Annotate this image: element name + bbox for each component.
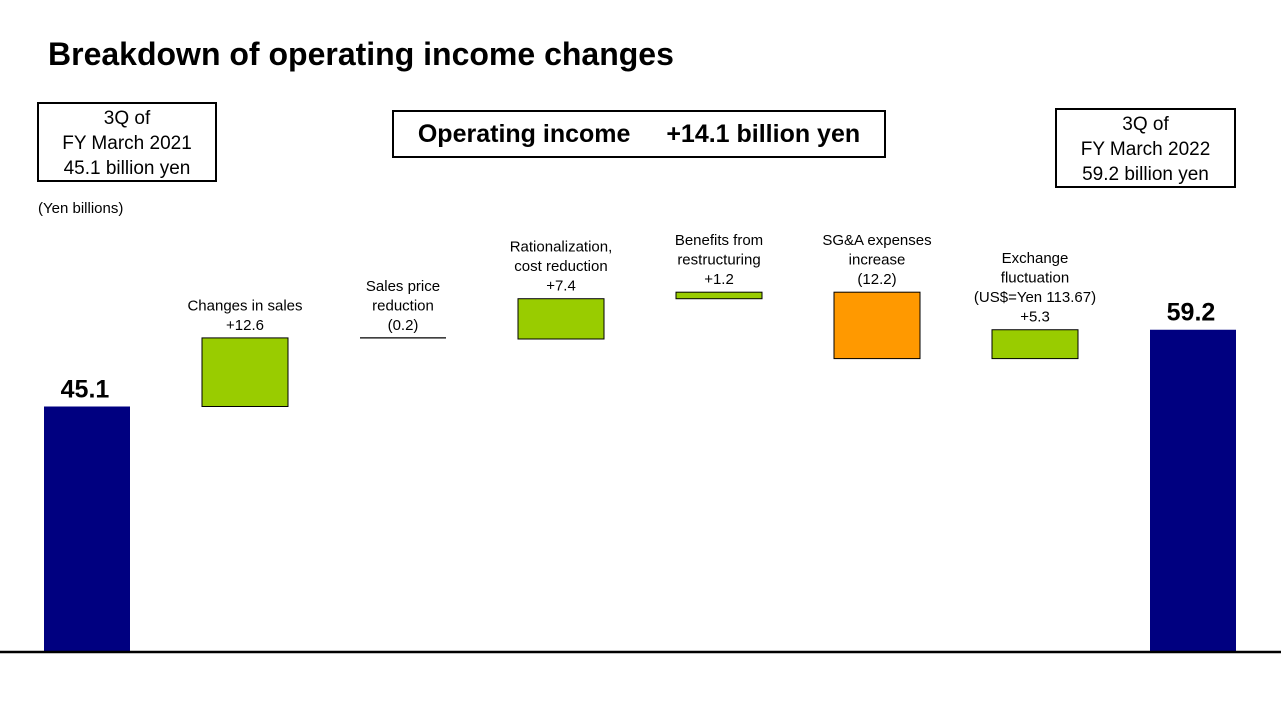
step-label-5-line1: SG&A expenses xyxy=(822,232,931,249)
end-period-line2: FY March 2022 xyxy=(1080,139,1211,160)
end-total-label: 59.2 xyxy=(1167,299,1216,327)
start-period-box: 3Q of FY March 2021 45.1 billion yen xyxy=(37,102,217,182)
step-label-3-line2: cost reduction xyxy=(514,258,607,275)
step-label-4-line3: +1.2 xyxy=(704,271,734,288)
step-label-5-line2: increase xyxy=(849,252,906,269)
summary-box: Operating income +14.1 billion yen xyxy=(392,110,886,158)
step-label-5-line3: (12.2) xyxy=(857,271,896,288)
step-label-6-line4: +5.3 xyxy=(1020,309,1050,326)
start-period-line3: 45.1 billion yen xyxy=(63,158,191,179)
start-period-line2: FY March 2021 xyxy=(62,133,192,154)
step-label-4-line1: Benefits from xyxy=(675,232,763,249)
summary-value: +14.1 billion yen xyxy=(666,120,861,148)
step-label-4-line2: restructuring xyxy=(677,252,760,269)
step-bar-4 xyxy=(675,291,763,300)
end-period-line3: 59.2 billion yen xyxy=(1082,164,1209,185)
page-title: Breakdown of operating income changes xyxy=(48,36,674,72)
summary-label: Operating income xyxy=(417,120,631,148)
step-label-3-line1: Rationalization, xyxy=(510,239,613,256)
step-bar-3 xyxy=(517,298,605,340)
step-label-2-line1: Sales price xyxy=(366,278,440,295)
step-label-2-line2: reduction xyxy=(372,297,434,314)
end-period-box: 3Q of FY March 2022 59.2 billion yen xyxy=(1055,108,1236,188)
step-label-2-line3: (0.2) xyxy=(388,317,419,334)
step-label-1-line2: +12.6 xyxy=(226,317,264,334)
start-total-label: 45.1 xyxy=(61,376,110,404)
step-label-6-line2: fluctuation xyxy=(1001,270,1069,287)
start-total-bar xyxy=(44,406,130,652)
step-bar-1 xyxy=(201,337,289,407)
step-label-6-line1: Exchange xyxy=(1002,250,1069,267)
step-bar-6 xyxy=(991,329,1079,360)
end-period-line1: 3Q of xyxy=(1122,114,1169,135)
start-period-line1: 3Q of xyxy=(103,108,151,129)
end-total-bar xyxy=(1150,329,1236,652)
unit-note: (Yen billions) xyxy=(38,200,124,217)
step-label-3-line3: +7.4 xyxy=(546,278,576,295)
step-bar-5 xyxy=(833,291,921,360)
step-label-1-line1: Changes in sales xyxy=(187,297,302,314)
step-label-6-line3: (US$=Yen 113.67) xyxy=(974,289,1096,306)
